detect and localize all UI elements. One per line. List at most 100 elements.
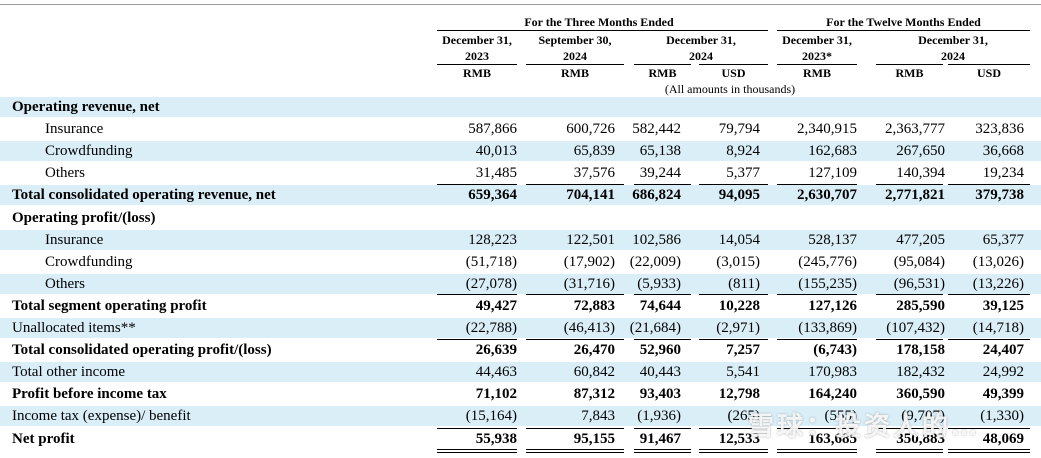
- row-label: Insurance: [45, 121, 104, 138]
- total-rule: [699, 294, 768, 296]
- cell-value: 24,992: [982, 364, 1024, 381]
- cell-value: 40,443: [639, 364, 681, 381]
- cell-value: 600,726: [566, 121, 615, 138]
- table-row: Total consolidated operating revenue, ne…: [0, 185, 1041, 206]
- column-header-line-2: 2024: [689, 48, 713, 63]
- cell-value: 285,590: [896, 297, 945, 314]
- cell-value: 379,738: [975, 187, 1024, 204]
- cell-value: (1,330): [980, 408, 1024, 425]
- unit-label: USD: [721, 66, 746, 80]
- row-label: Unallocated items**: [12, 320, 136, 336]
- cell-value: 127,109: [808, 165, 857, 182]
- top-rule: [0, 4, 1041, 5]
- unit-rule: [948, 64, 1030, 65]
- column-header-line-1: December 31,: [918, 33, 988, 47]
- cell-value: 178,158: [896, 342, 945, 359]
- cell-value: 122,501: [566, 231, 615, 248]
- double-rule: [526, 451, 624, 453]
- total-rule: [526, 338, 624, 340]
- cell-value: (5,933): [637, 275, 681, 292]
- total-rule: [699, 183, 768, 185]
- cell-value: 79,794: [718, 121, 760, 138]
- total-rule: [948, 183, 1030, 185]
- cell-value: 350,883: [896, 430, 945, 447]
- row-label: Others: [45, 275, 85, 292]
- group-header-three-months-rule: [437, 30, 768, 31]
- double-rule: [699, 451, 768, 453]
- cell-value: 24,407: [982, 342, 1024, 359]
- cell-value: 65,839: [573, 143, 615, 160]
- row-label: Net profit: [12, 430, 75, 447]
- cell-value: (811): [728, 275, 760, 292]
- cell-value: (15,164): [465, 408, 517, 425]
- cell-value: (22,788): [465, 320, 517, 336]
- total-rule: [634, 338, 691, 340]
- total-rule: [699, 449, 768, 450]
- column-header-line-1: December 31,: [442, 33, 512, 47]
- cell-value: 8,924: [726, 143, 760, 160]
- cell-value: 704,141: [566, 187, 615, 204]
- total-rule: [634, 183, 691, 185]
- cell-value: 91,467: [639, 430, 681, 447]
- total-rule: [876, 427, 943, 429]
- column-header-line-2: 2024: [563, 48, 587, 63]
- cell-value: (27,078): [465, 275, 517, 292]
- table-row: Unallocated items** (22,788) (46,413) (21,6…: [0, 318, 1041, 338]
- table-row: Crowdfunding 40,013 65,839 65,138 8,924 162,6…: [0, 141, 1041, 162]
- row-label: Profit before income tax: [12, 386, 167, 403]
- cell-value: 39,244: [639, 165, 681, 182]
- cell-value: 659,364: [468, 187, 517, 204]
- cell-value: 12,798: [718, 386, 760, 403]
- cell-value: (9,707): [901, 408, 945, 425]
- unit-label: RMB: [895, 66, 924, 80]
- table-row: Operating revenue, net: [0, 97, 1041, 117]
- cell-value: 74,644: [639, 297, 681, 314]
- cell-value: (245,776): [798, 253, 857, 270]
- unit-label: RMB: [648, 66, 677, 80]
- total-rule: [526, 449, 624, 450]
- cell-value: 102,586: [632, 231, 681, 248]
- cell-value: 7,257: [726, 342, 760, 359]
- cell-value: 360,590: [896, 386, 945, 403]
- cell-value: (51,718): [465, 253, 517, 270]
- cell-value: 162,683: [808, 143, 857, 160]
- table-row: Total segment operating profit 49,427 72,8…: [0, 296, 1041, 316]
- cell-value: 686,824: [632, 187, 681, 204]
- cell-value: 72,883: [573, 297, 615, 314]
- column-header: December 31, 2024: [876, 33, 1030, 64]
- cell-value: 5,377: [726, 165, 760, 182]
- group-header-twelve-months: For the Twelve Months Ended: [826, 15, 981, 29]
- cell-value: (13,226): [972, 275, 1024, 292]
- total-rule: [526, 427, 624, 429]
- cell-value: (96,531): [893, 275, 945, 292]
- cell-value: 127,126: [808, 297, 857, 314]
- cell-value: 128,223: [468, 231, 517, 248]
- total-rule: [634, 449, 691, 450]
- cell-value: 164,240: [808, 386, 857, 403]
- cell-value: 587,866: [468, 121, 517, 138]
- total-rule: [777, 449, 857, 450]
- total-rule: [777, 183, 857, 185]
- column-header: December 31, 2024: [634, 33, 768, 64]
- cell-value: (2,971): [716, 320, 760, 336]
- total-rule: [634, 427, 691, 429]
- total-rule: [948, 449, 1030, 450]
- cell-value: 49,427: [475, 297, 517, 314]
- cell-value: 2,630,707: [797, 187, 857, 204]
- cell-value: (265): [727, 408, 761, 425]
- column-header-line-2: 2024: [941, 48, 965, 63]
- row-label: Others: [45, 165, 85, 182]
- cell-value: (155,235): [798, 275, 857, 292]
- column-header: December 31, 2023: [437, 33, 517, 64]
- double-rule: [876, 451, 943, 453]
- cell-value: 94,095: [718, 187, 760, 204]
- double-rule: [777, 451, 857, 453]
- cell-value: (17,902): [563, 253, 615, 270]
- total-rule: [699, 338, 768, 340]
- table-row: Insurance 128,223 122,501 102,586 14,054 528,…: [0, 229, 1041, 250]
- total-rule: [634, 294, 691, 296]
- table-row: Profit before income tax 71,102 87,312 93,4…: [0, 384, 1041, 404]
- total-rule: [948, 427, 1030, 429]
- total-rule: [437, 183, 517, 185]
- cell-value: 5,541: [726, 364, 760, 381]
